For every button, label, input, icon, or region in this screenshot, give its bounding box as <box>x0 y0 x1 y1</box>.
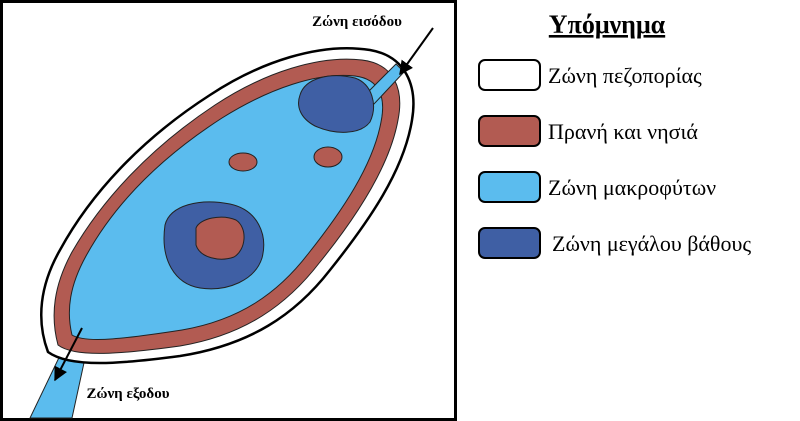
inlet-arrow <box>399 27 434 76</box>
legend-title: Υπόμνημα <box>549 10 666 39</box>
legend-swatch <box>478 171 541 203</box>
legend-label: Ζώνη μεγάλου βάθους <box>552 231 751 256</box>
island <box>195 216 245 260</box>
inlet-label: Ζώνη εισόδου <box>312 14 402 30</box>
legend-swatch <box>478 59 541 91</box>
legend-label: Ζώνη μακροφύτων <box>548 175 716 200</box>
deep-zone <box>298 75 374 133</box>
legend-swatch <box>478 115 541 147</box>
legend-label: Πρανή και νησιά <box>548 119 698 144</box>
legend-swatch <box>478 227 541 259</box>
legend-label: Ζώνη πεζοπορίας <box>548 63 702 88</box>
outlet-arrow <box>54 327 83 382</box>
outlet-label: Ζώνη εξοδου <box>87 386 170 402</box>
island <box>228 152 258 172</box>
island <box>313 146 343 168</box>
legend: Ζώνη πεζοπορίας Πρανή και νησιά Ζώνη μακρο… <box>478 59 751 259</box>
